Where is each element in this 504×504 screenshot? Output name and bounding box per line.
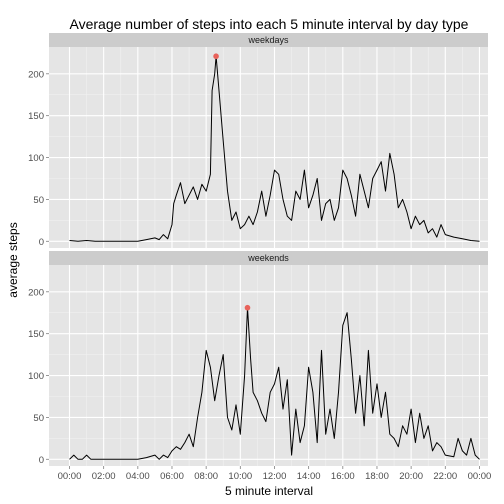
y-tick-label: 200 xyxy=(28,69,44,80)
y-tick-label: 150 xyxy=(28,329,44,340)
y-tick-label: 0 xyxy=(39,455,44,466)
chart-title: Average number of steps into each 5 minu… xyxy=(70,16,469,32)
panel-background xyxy=(49,47,488,248)
max-point-marker xyxy=(213,53,219,60)
max-point-marker xyxy=(244,304,251,311)
series-line-weekdays xyxy=(69,55,480,242)
series-line-weekends xyxy=(69,307,480,460)
x-tick-label: 08:00 xyxy=(194,471,218,482)
facet-weekends: weekends 0 50 100 150 200 xyxy=(28,251,488,466)
x-tick-label: 20:00 xyxy=(399,471,423,482)
panel-background xyxy=(49,265,488,466)
x-tick-label: 02:00 xyxy=(92,471,116,482)
x-tick-label: 22:00 xyxy=(433,471,457,482)
y-tick-label: 100 xyxy=(28,153,44,164)
y-tick-label: 50 xyxy=(33,195,44,206)
y-tick-label: 100 xyxy=(28,371,44,382)
x-tick-label: 04:00 xyxy=(126,471,150,482)
x-tick-label: 14:00 xyxy=(297,471,321,482)
y-tick-label: 50 xyxy=(33,413,44,424)
x-tick-label: 00:00 xyxy=(468,471,492,482)
strip-background xyxy=(49,33,488,47)
y-axis-title: average steps xyxy=(6,222,20,297)
y-tick-label: 150 xyxy=(28,111,44,122)
x-tick-label: 16:00 xyxy=(331,471,355,482)
facet-weekdays: weekdays 0 50 100 150 200 xyxy=(28,33,488,248)
y-tick-label: 200 xyxy=(28,287,44,298)
strip-background xyxy=(49,251,488,265)
x-tick-label: 10:00 xyxy=(228,471,252,482)
strip-label: weekdays xyxy=(247,35,289,45)
x-tick-label: 18:00 xyxy=(365,471,389,482)
y-tick-label: 0 xyxy=(39,237,44,248)
x-tick-label: 12:00 xyxy=(263,471,287,482)
x-tick-label: 06:00 xyxy=(160,471,184,482)
x-tick-label: 00:00 xyxy=(58,471,82,482)
strip-label: weekends xyxy=(247,253,289,263)
x-axis-title: 5 minute interval xyxy=(225,484,313,498)
